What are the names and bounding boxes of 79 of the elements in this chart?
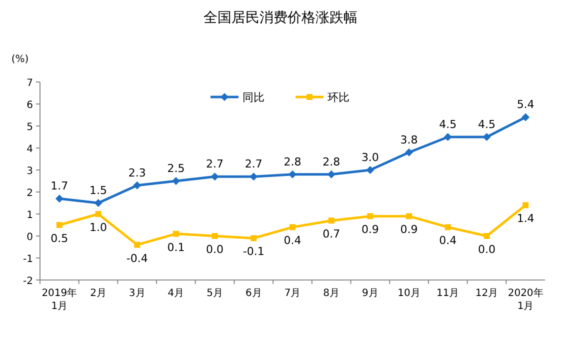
- x-tick-label: 3月: [128, 288, 146, 299]
- data-label: 0.9: [361, 223, 379, 236]
- data-label: 0.4: [439, 234, 457, 248]
- y-tick-label: 4: [26, 144, 33, 155]
- y-tick-label: 1: [26, 210, 33, 221]
- point: [212, 233, 218, 239]
- data-label: 1.4: [516, 212, 534, 226]
- x-tick-label: 12月: [475, 288, 498, 299]
- chart-title: 全国居民消费价格涨跌幅: [204, 10, 358, 26]
- data-label: 2.3: [128, 166, 146, 180]
- data-label: 0.9: [400, 223, 418, 236]
- data-label: 0.1: [167, 240, 185, 254]
- data-label: 2.8: [322, 155, 340, 168]
- y-tick-label: -1: [23, 254, 33, 265]
- data-label: 2.7: [244, 158, 262, 171]
- x-tick-label: 2月: [90, 288, 106, 299]
- y-tick-label: 3: [26, 166, 33, 177]
- point: [522, 113, 530, 122]
- data-label: -0.1: [242, 245, 264, 258]
- data-label: 3.0: [361, 151, 379, 164]
- data-label: 2.7: [206, 158, 224, 171]
- point: [133, 181, 142, 190]
- x-tick-label: 2019年 1月: [42, 287, 78, 312]
- x-tick-label: 10月: [398, 288, 420, 299]
- y-tick-label: 5: [26, 122, 33, 133]
- x-tick-label: 8月: [323, 288, 340, 299]
- point: [250, 235, 257, 242]
- data-label: 2.5: [167, 162, 185, 175]
- x-tick-label: 2020年 1月: [508, 287, 544, 312]
- legend-label: 环比: [328, 91, 350, 104]
- x-tick-label: 7月: [284, 288, 301, 299]
- y-tick-label: 7: [26, 78, 33, 89]
- data-label: 1.0: [90, 221, 108, 234]
- point: [94, 199, 102, 207]
- point: [134, 242, 140, 248]
- point: [367, 213, 374, 220]
- point: [172, 230, 179, 237]
- point: [444, 224, 451, 230]
- data-label: 4.5: [478, 118, 496, 131]
- point: [210, 172, 219, 181]
- point: [366, 166, 374, 174]
- x-tick-label: 11月: [436, 288, 460, 299]
- data-label: -0.4: [126, 252, 148, 265]
- point: [327, 170, 336, 178]
- x-tick-label: 9月: [362, 288, 378, 299]
- data-label: 5.4: [516, 98, 534, 112]
- x-tick-label: 4月: [168, 288, 184, 299]
- data-label: 0.7: [322, 228, 340, 241]
- point: [288, 170, 296, 178]
- data-label: 0.5: [50, 232, 68, 245]
- y-tick-label: 6: [26, 100, 33, 111]
- y-tick-label: -2: [23, 276, 33, 287]
- point: [290, 224, 296, 230]
- point: [172, 177, 180, 185]
- point: [250, 172, 258, 181]
- data-label: 4.5: [439, 118, 457, 131]
- data-label: 1.7: [50, 180, 68, 193]
- data-label: 2.8: [284, 155, 302, 168]
- point: [95, 211, 102, 217]
- point: [55, 194, 64, 203]
- point: [328, 218, 334, 224]
- point: [405, 148, 414, 156]
- data-label: 3.8: [400, 133, 418, 146]
- point: [484, 233, 490, 239]
- data-label: 1.5: [90, 184, 108, 197]
- point: [56, 222, 62, 228]
- y-tick-label: 0: [26, 232, 33, 243]
- x-tick-label: 6月: [245, 288, 262, 299]
- y-tick-label: 2: [26, 188, 33, 199]
- point: [444, 133, 452, 141]
- y-axis-title: (%): [11, 54, 29, 65]
- point: [522, 202, 529, 208]
- point: [482, 133, 491, 141]
- x-tick-label: 5月: [206, 288, 223, 299]
- point: [406, 213, 412, 220]
- data-label: 0.0: [206, 243, 224, 256]
- legend-label: 同比: [242, 91, 264, 104]
- data-label: 0.0: [478, 243, 496, 256]
- data-label: 0.4: [284, 234, 302, 248]
